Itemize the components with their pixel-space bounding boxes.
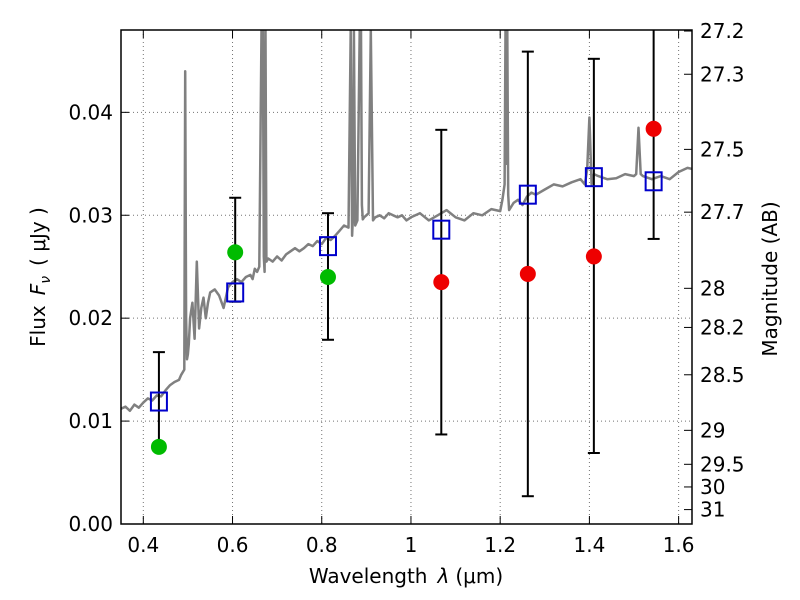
upper-limit-point (433, 274, 450, 291)
mag-tick-label: 27.2 (700, 19, 745, 43)
axis-ticks (121, 30, 692, 525)
x-tick-label: 1.6 (663, 533, 695, 557)
model-square-marker (318, 236, 337, 257)
mag-tick-label: 31 (700, 498, 725, 522)
model-square-marker (644, 171, 663, 192)
template-spectrum-line (121, 30, 692, 413)
y-tick-label: 0.00 (68, 512, 113, 536)
x-tick-label: 0.6 (217, 533, 249, 557)
x-tick-label: 0.4 (127, 533, 159, 557)
mag-tick-label: 28.5 (700, 363, 745, 387)
y-tick-label: 0.01 (68, 409, 113, 433)
mag-tick-label: 28.2 (700, 315, 745, 339)
x-tick-label: 1 (405, 533, 418, 557)
detection-point (227, 244, 244, 261)
data-markers (149, 120, 663, 455)
model-square-marker (226, 282, 245, 303)
upper-limit-point (585, 248, 602, 265)
mag-tick-label: 29 (700, 418, 725, 442)
mag-tick-label: 28 (700, 276, 725, 300)
model-square-marker (584, 167, 603, 188)
x-tick-label: 1.2 (484, 533, 516, 557)
model-square-marker (518, 184, 537, 205)
y2-axis-title: Magnitude (AB) (758, 201, 782, 356)
x-tick-label: 1.4 (573, 533, 605, 557)
detection-point (319, 269, 336, 285)
mag-tick-label: 29.5 (700, 452, 745, 476)
mag-tick-label: 30 (700, 475, 725, 499)
mag-tick-label: 27.7 (700, 200, 745, 224)
upper-limit-point (645, 120, 662, 137)
x-axis-title: Wavelength λ (μm) (309, 564, 503, 588)
detection-point (150, 438, 167, 455)
tick-labels: 0.4 0.6 0.8 1 1.2 1.4 1.6 0.00 0.01 0.02 0.03 0.04 2… (68, 19, 744, 557)
mag-tick-label: 27.5 (700, 137, 745, 161)
y-tick-label: 0.03 (68, 203, 113, 227)
y-axis-title: FluxFν( μJy ) (26, 207, 54, 347)
plot-frame (120, 29, 693, 525)
model-square-marker (432, 219, 451, 240)
x-tick-label: 0.8 (306, 533, 338, 557)
mag-tick-label: 27.3 (700, 62, 745, 86)
upper-limit-point (519, 265, 536, 282)
y-tick-label: 0.02 (68, 306, 113, 330)
y-tick-label: 0.04 (68, 100, 113, 124)
model-square-marker (149, 391, 168, 412)
